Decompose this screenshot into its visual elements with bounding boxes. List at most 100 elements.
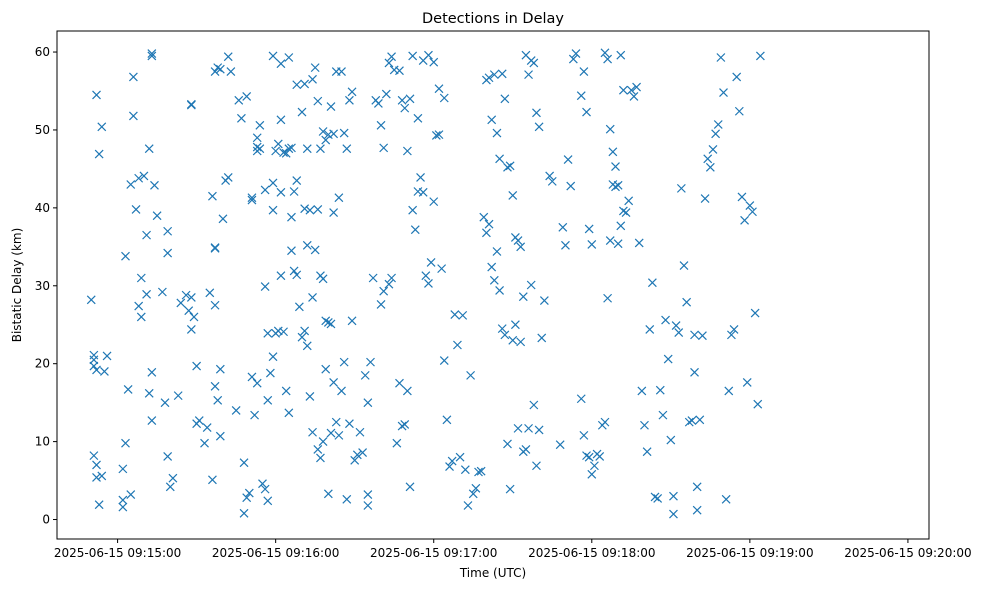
- data-point: [218, 214, 228, 224]
- data-point: [584, 224, 594, 234]
- y-tick-label: 40: [35, 201, 50, 215]
- data-point: [294, 302, 304, 312]
- data-point: [118, 495, 128, 505]
- data-point: [682, 297, 692, 307]
- data-point: [205, 288, 215, 298]
- data-point: [302, 240, 312, 250]
- data-point: [692, 482, 702, 492]
- data-point: [387, 52, 396, 62]
- data-point: [144, 388, 154, 398]
- data-point: [329, 208, 339, 217]
- data-point: [505, 161, 515, 171]
- data-point: [516, 242, 526, 252]
- data-point: [89, 350, 99, 360]
- data-point: [384, 58, 394, 68]
- data-point: [753, 399, 763, 409]
- data-point: [558, 222, 568, 232]
- data-point: [276, 59, 286, 69]
- data-point: [618, 206, 628, 216]
- data-point: [281, 148, 291, 158]
- data-point: [276, 271, 286, 281]
- data-point: [252, 142, 262, 152]
- y-axis-label: Bistatic Delay (km): [10, 228, 24, 343]
- data-point: [284, 53, 294, 62]
- data-point: [579, 67, 589, 76]
- data-point: [434, 130, 444, 140]
- data-point: [184, 306, 194, 316]
- data-point: [429, 57, 439, 67]
- data-point: [413, 113, 423, 123]
- data-point: [524, 70, 533, 80]
- data-point: [339, 128, 349, 138]
- data-point: [613, 239, 623, 249]
- data-point: [331, 417, 341, 427]
- data-point: [474, 467, 483, 477]
- data-point: [740, 215, 750, 225]
- data-point: [268, 178, 278, 188]
- data-point: [223, 173, 233, 182]
- data-point: [92, 365, 101, 375]
- data-point: [176, 298, 186, 308]
- data-point: [94, 500, 104, 510]
- data-point: [247, 195, 257, 205]
- data-point: [632, 82, 642, 92]
- data-point: [484, 219, 494, 229]
- data-point: [513, 423, 523, 433]
- data-point: [160, 398, 170, 408]
- data-point: [576, 91, 586, 101]
- data-point: [666, 435, 676, 445]
- data-point: [690, 367, 699, 377]
- data-point: [126, 180, 136, 189]
- y-tick-label: 50: [35, 123, 50, 137]
- data-point: [292, 80, 302, 90]
- data-point: [287, 246, 296, 256]
- data-point: [716, 53, 726, 62]
- data-point: [579, 430, 589, 440]
- data-point: [263, 395, 273, 405]
- data-point: [263, 496, 273, 506]
- x-tick-label: 2025-06-15 09:17:00: [370, 546, 497, 560]
- data-point: [497, 324, 507, 334]
- data-point: [397, 421, 407, 431]
- data-point: [263, 328, 273, 338]
- data-point: [189, 312, 199, 322]
- data-point: [252, 133, 262, 143]
- data-point: [724, 386, 734, 396]
- data-point: [721, 494, 731, 504]
- data-point: [302, 144, 312, 154]
- data-point: [408, 205, 418, 215]
- x-tick-label: 2025-06-15 09:15:00: [54, 546, 181, 560]
- data-point: [608, 147, 618, 157]
- data-point: [468, 489, 478, 499]
- data-point: [671, 321, 681, 330]
- data-point: [529, 400, 539, 410]
- data-point: [239, 508, 249, 518]
- data-point: [434, 84, 444, 94]
- data-point: [655, 385, 665, 395]
- data-point: [624, 196, 634, 206]
- data-point: [297, 107, 307, 117]
- data-point: [144, 144, 154, 154]
- data-point: [352, 450, 362, 460]
- data-point: [186, 99, 196, 109]
- data-point: [445, 462, 454, 471]
- data-point: [402, 146, 412, 156]
- data-point: [292, 176, 302, 186]
- data-point: [318, 274, 328, 284]
- data-point: [192, 361, 202, 371]
- data-point: [86, 295, 96, 305]
- data-point: [213, 395, 223, 405]
- x-axis: 2025-06-15 09:15:00 2025-06-15 09:16:00 20…: [54, 539, 972, 560]
- data-point: [621, 208, 631, 217]
- data-point: [384, 279, 394, 289]
- x-tick-label: 2025-06-15 09:16:00: [212, 546, 339, 560]
- data-point: [215, 431, 225, 441]
- data-point: [89, 451, 99, 461]
- data-point: [408, 51, 418, 61]
- data-point: [289, 187, 299, 196]
- data-point: [326, 102, 336, 112]
- data-point: [142, 230, 151, 240]
- data-point: [150, 180, 159, 190]
- data-point: [402, 386, 412, 396]
